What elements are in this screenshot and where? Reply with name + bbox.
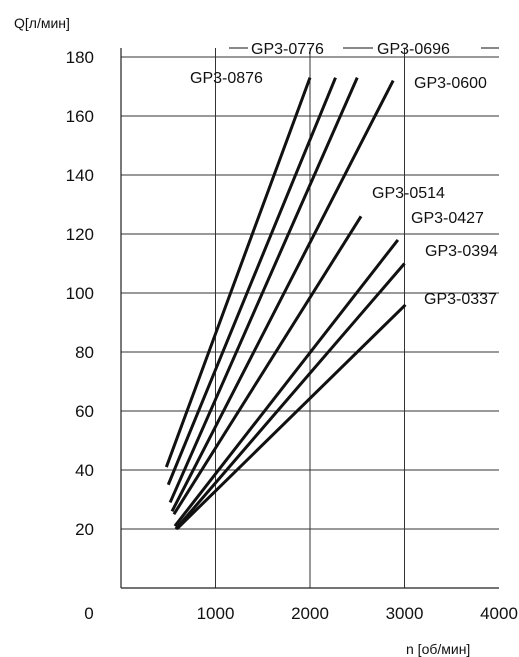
series-line-gp3-0876 [164,77,312,468]
x-tick-label: 3000 [386,604,424,623]
x-tick-label: 0 [84,604,93,623]
y-tick-label: 60 [75,402,94,421]
series-line-gp3-0394 [174,262,406,530]
x-tick-label: 2000 [291,604,329,623]
y-tick-label: 180 [66,48,94,67]
y-tick-label: 160 [66,107,94,126]
y-tick-label: 100 [66,284,94,303]
series-line-gp3-0427 [173,238,400,527]
series-label-gp3-0600: GP3-0600 [414,75,487,92]
y-tick-label: 20 [75,520,94,539]
x-tick-label: 1000 [197,604,235,623]
axes [120,48,499,589]
series-label-gp3-0696: GP3-0696 [377,41,450,58]
series-label-gp3-0394: GP3-0394 [425,243,498,260]
series-lines [164,77,407,531]
y-tick-label: 40 [75,461,94,480]
series-label-gp3-0776: GP3-0776 [251,41,324,58]
x-tick-label: 4000 [480,604,518,623]
series-labels: GP3-0876 GP3-0776 GP3-0696 GP3-0600 GP3-0514… [190,41,499,308]
series-line-gp3-0337 [175,303,407,531]
y-tick-label: 140 [66,166,94,185]
x-axis-title: n [об/мин] [406,641,470,657]
series-line-gp3-0696 [168,77,359,504]
series-label-gp3-0514: GP3-0514 [372,185,445,202]
series-line-gp3-0514 [172,215,363,516]
series-line-gp3-0600 [170,79,395,512]
y-tick-label: 80 [75,343,94,362]
series-line-gp3-0776 [166,77,337,486]
series-label-gp3-0337: GP3-0337 [424,291,497,308]
tick-labels: 20 40 60 80 100 120 140 160 180 0 1000 2000 3000 4000 [66,48,518,623]
series-label-gp3-0427: GP3-0427 [411,210,484,227]
y-axis-title: Q[л/мин] [14,15,70,31]
series-label-gp3-0876: GP3-0876 [190,70,263,87]
y-tick-label: 120 [66,225,94,244]
